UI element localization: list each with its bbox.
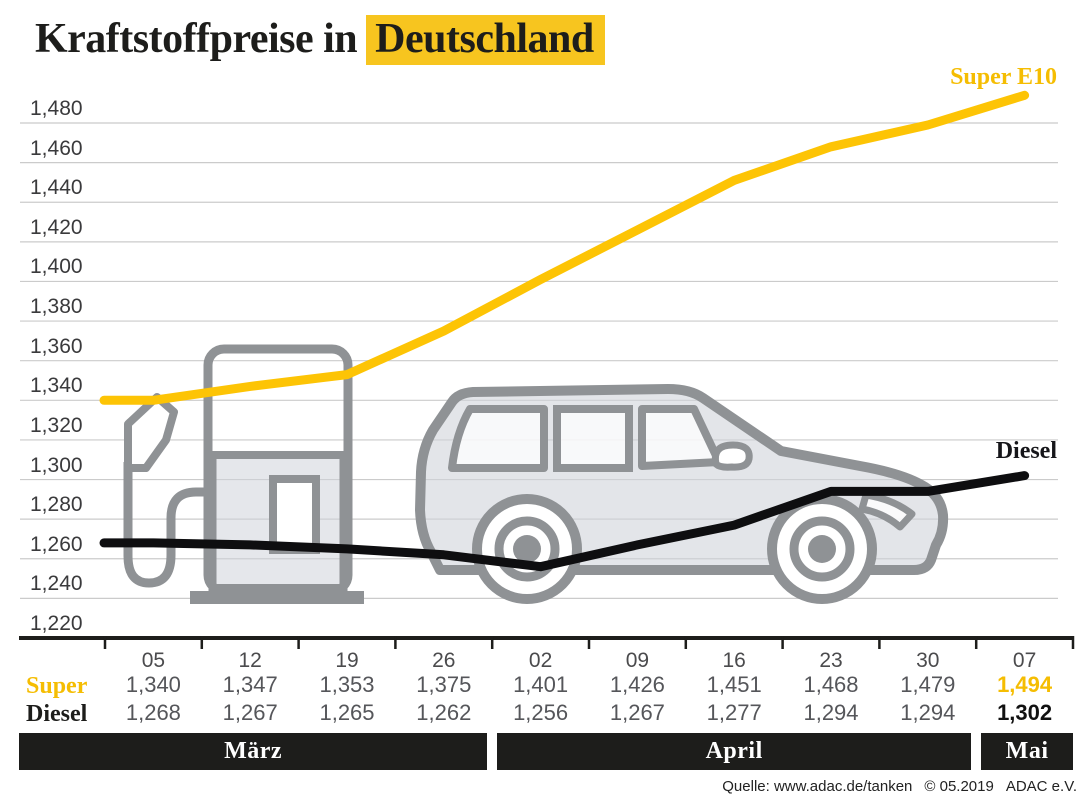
date-label: 16 (722, 649, 746, 672)
data-lines (99, 90, 1030, 572)
table-value-super: 1,479 (900, 672, 956, 697)
y-axis-label: 1,320 (30, 413, 83, 437)
fuel-pump-icon (123, 344, 364, 604)
x-axis-tick (394, 636, 397, 649)
y-axis-label: 1,300 (30, 453, 83, 477)
pump-hose (123, 462, 208, 588)
source-note: Quelle: www.adac.de/tanken © 05.2019 ADAC … (722, 778, 1077, 796)
series-label-super-e10: Super E10 (950, 64, 1057, 90)
source-quelle: Quelle: www.adac.de/tanken (722, 778, 913, 795)
y-axis-label: 1,460 (30, 136, 83, 160)
car-rear-window (448, 405, 548, 472)
y-axis-label: 1,360 (30, 334, 83, 358)
date-label: 30 (916, 649, 940, 672)
y-axis-label: 1,440 (30, 176, 83, 200)
table-value-diesel: 1,294 (900, 700, 956, 725)
table-value-super: 1,426 (609, 672, 665, 697)
x-axis-tick (490, 636, 494, 649)
y-axis-label: 1,380 (30, 295, 83, 319)
table-value-super: 1,375 (416, 672, 472, 697)
x-axis-tick (781, 636, 784, 649)
source-org: ADAC e.V. (1005, 778, 1077, 795)
y-axis-label: 1,280 (30, 493, 83, 517)
date-label: 09 (625, 649, 650, 672)
pump-base (190, 591, 364, 604)
y-axis-label: 1,400 (30, 255, 83, 279)
month-bar-märz: März (19, 733, 488, 770)
date-label: 05 (141, 649, 166, 672)
month-bar-mai: Mai (981, 733, 1073, 770)
table-row-label-diesel: Diesel (26, 701, 88, 727)
x-axis (19, 636, 1075, 649)
table-value-super: 1,468 (803, 672, 859, 697)
line-diesel (99, 471, 1030, 572)
x-axis-tick (200, 636, 204, 649)
y-axis-label: 1,260 (30, 532, 83, 556)
date-label: 07 (1012, 649, 1037, 672)
table-value-super: 1,401 (513, 672, 569, 697)
pump-door (269, 475, 320, 554)
x-axis-tick (974, 636, 978, 649)
car-front-wheel (767, 494, 877, 604)
car-icon (415, 384, 949, 604)
y-axis-label: 1,340 (30, 374, 83, 398)
table-value-diesel: 1,256 (513, 700, 569, 725)
x-axis-line (19, 636, 1073, 640)
y-axis-label: 1,220 (30, 612, 83, 635)
x-axis-tick (103, 636, 107, 649)
x-axis-tick (587, 636, 591, 649)
y-axis-label: 1,420 (30, 215, 83, 239)
date-label: 26 (432, 649, 456, 672)
table-value-super: 1,451 (706, 672, 762, 697)
series-label-diesel: Diesel (995, 438, 1057, 464)
table-value-super: 1,494 (997, 672, 1053, 697)
table-row-label-super: Super (26, 673, 88, 699)
table-value-super: 1,347 (222, 672, 278, 697)
table-value-super: 1,353 (319, 672, 375, 697)
source-copyright: © 05.2019 (924, 778, 994, 795)
table-value-diesel: 1,294 (803, 700, 859, 725)
table-value-diesel: 1,267 (609, 700, 665, 725)
x-axis-tick (1071, 636, 1075, 649)
title-highlight: Deutschland (366, 15, 605, 65)
page-title: Kraftstoffpreise in Deutschland (35, 14, 605, 65)
table-value-diesel: 1,277 (706, 700, 762, 725)
y-axis-label: 1,240 (30, 572, 83, 596)
x-axis-tick (297, 636, 300, 649)
table-value-diesel: 1,302 (997, 700, 1053, 725)
table-value-super: 1,340 (125, 672, 181, 697)
date-label: 23 (819, 649, 843, 672)
date-label: 19 (335, 649, 359, 672)
line-super (99, 90, 1030, 405)
car-rear-wheel (472, 494, 582, 604)
date-label: 12 (238, 649, 262, 672)
pump-nozzle (124, 393, 178, 472)
car-middle-window (553, 405, 633, 472)
title-prefix: Kraftstoffpreise in (35, 16, 358, 62)
x-axis-tick (684, 636, 688, 649)
month-bar-april: April (497, 733, 972, 770)
x-axis-tick (878, 636, 881, 649)
car-headlight (858, 491, 916, 531)
car-mirror (711, 441, 753, 471)
table-value-diesel: 1,262 (416, 700, 472, 725)
date-label: 02 (528, 649, 553, 672)
table-value-diesel: 1,268 (125, 700, 181, 725)
table-value-diesel: 1,267 (222, 700, 278, 725)
y-axis-label: 1,480 (30, 97, 83, 120)
table-value-diesel: 1,265 (319, 700, 375, 725)
